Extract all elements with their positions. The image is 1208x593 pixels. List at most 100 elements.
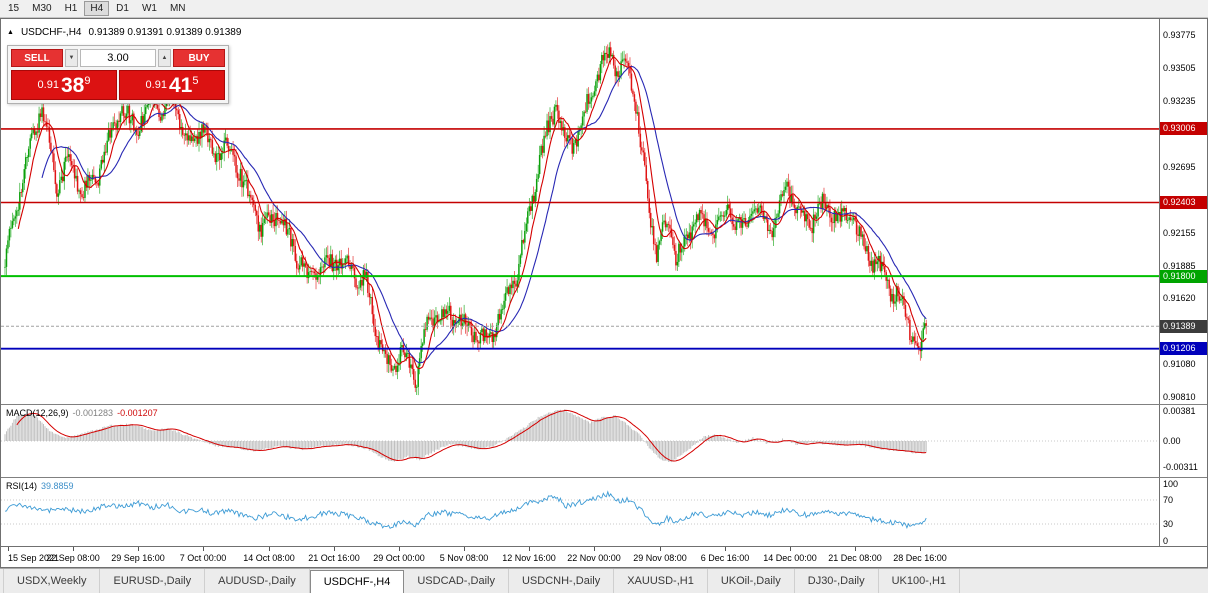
time-tick-mark bbox=[725, 547, 726, 551]
time-label: 15 Sep 2021 bbox=[8, 553, 60, 563]
chart-tab-audusd-daily[interactable]: AUDUSD-,Daily bbox=[205, 569, 310, 593]
rsi-value: 39.8859 bbox=[41, 481, 74, 491]
time-tick-mark bbox=[660, 547, 661, 551]
macd-tick: 0.00 bbox=[1163, 436, 1181, 446]
price-tick: 0.93505 bbox=[1163, 62, 1196, 73]
chart-symbol-label: USDCHF-,H4 bbox=[20, 27, 82, 38]
rsi-plot[interactable] bbox=[1, 478, 1159, 546]
chart-tab-usdcnh-daily[interactable]: USDCNH-,Daily bbox=[509, 569, 615, 593]
price-badge: 0.92403 bbox=[1160, 196, 1207, 209]
rsi-tick: 30 bbox=[1163, 519, 1174, 529]
rsi-axis[interactable]: 100 70 30 0 bbox=[1159, 478, 1207, 546]
price-tick: 0.91620 bbox=[1163, 293, 1196, 304]
volume-down-button[interactable]: ▼ bbox=[65, 49, 78, 67]
price-axis[interactable]: 0.93775 0.93505 0.93235 0.92695 0.92155 0.918… bbox=[1159, 19, 1207, 404]
sell-price-display[interactable]: 0.91 38 9 bbox=[11, 70, 117, 100]
time-tick-mark bbox=[529, 547, 530, 551]
time-label: 5 Nov 08:00 bbox=[439, 553, 489, 563]
timeframe-button-mn[interactable]: MN bbox=[169, 3, 186, 14]
chart-tab-usdcad-daily[interactable]: USDCAD-,Daily bbox=[404, 569, 509, 593]
chart-ohlc-values: 0.91389 0.91391 0.91389 0.91389 bbox=[88, 27, 242, 38]
timeframe-button-d1[interactable]: D1 bbox=[116, 3, 129, 14]
time-label: 29 Sep 16:00 bbox=[111, 553, 165, 563]
collapse-triangle-icon[interactable]: ▲ bbox=[7, 29, 14, 36]
chart-tab-ukoil-daily[interactable]: UKOil-,Daily bbox=[708, 569, 795, 593]
rsi-name: RSI(14) bbox=[6, 481, 38, 491]
time-label: 28 Dec 16:00 bbox=[893, 553, 947, 563]
time-label: 29 Nov 08:00 bbox=[633, 553, 687, 563]
time-tick-mark bbox=[138, 547, 139, 551]
time-label: 14 Dec 00:00 bbox=[763, 553, 817, 563]
price-tick: 0.93775 bbox=[1163, 30, 1196, 40]
timeframe-button-h4[interactable]: H4 bbox=[84, 1, 110, 16]
chart-tab-usdchf-h4[interactable]: USDCHF-,H4 bbox=[309, 570, 405, 593]
sell-price-main: 0.91 bbox=[37, 79, 59, 91]
trade-controls-row: SELL ▼ ▲ BUY bbox=[11, 49, 225, 67]
macd-label: MACD(12,26,9) -0.001283 -0.001207 bbox=[6, 408, 158, 418]
volume-up-button[interactable]: ▲ bbox=[158, 49, 171, 67]
timeframe-button-w1[interactable]: W1 bbox=[141, 3, 157, 14]
chart-title: ▲ USDCHF-,H4 0.91389 0.91391 0.91389 0.9… bbox=[7, 27, 241, 38]
sell-price-sup: 9 bbox=[84, 75, 91, 87]
rsi-label: RSI(14) 39.8859 bbox=[6, 481, 74, 491]
macd-main-value: -0.001283 bbox=[72, 408, 114, 418]
rsi-pane: 100 70 30 0 RSI(14) 39.8859 bbox=[1, 477, 1207, 546]
buy-button[interactable]: BUY bbox=[173, 49, 225, 67]
rsi-tick: 0 bbox=[1163, 536, 1169, 546]
chart-tab-dj30-daily[interactable]: DJ30-,Daily bbox=[795, 569, 879, 593]
time-tick-mark bbox=[399, 547, 400, 551]
macd-pane: 0.00381 0.00 -0.00311 MACD(12,26,9) -0.0012… bbox=[1, 404, 1207, 477]
time-tick-mark bbox=[8, 547, 9, 551]
chart-tab-eurusd-daily[interactable]: EURUSD-,Daily bbox=[100, 569, 206, 593]
time-tick-mark bbox=[203, 547, 204, 551]
macd-signal-value: -0.001207 bbox=[117, 408, 158, 418]
time-label: 22 Sep 08:00 bbox=[46, 553, 100, 563]
chart-frame: 0.93775 0.93505 0.93235 0.92695 0.92155 0.918… bbox=[0, 18, 1208, 568]
rsi-tick: 100 bbox=[1163, 479, 1179, 489]
macd-tick: -0.00311 bbox=[1163, 462, 1198, 473]
price-tick: 0.90810 bbox=[1163, 392, 1196, 403]
timeframe-button-15[interactable]: 15 bbox=[8, 3, 20, 14]
time-label: 21 Oct 16:00 bbox=[308, 553, 360, 563]
time-tick-mark bbox=[269, 547, 270, 551]
price-tick: 0.92155 bbox=[1163, 227, 1196, 238]
time-label: 22 Nov 00:00 bbox=[567, 553, 621, 563]
chart-tabbar: USDX,Weekly EURUSD-,Daily AUDUSD-,Daily USD… bbox=[0, 568, 1208, 593]
price-badge: 0.93006 bbox=[1160, 122, 1207, 135]
buy-price-sup: 5 bbox=[192, 75, 199, 87]
timeframe-button-m30[interactable]: M30 bbox=[32, 3, 52, 14]
time-tick-mark bbox=[855, 547, 856, 551]
time-tick-mark bbox=[594, 547, 595, 551]
price-badge: 0.91389 bbox=[1160, 320, 1207, 333]
candlestick-chart[interactable] bbox=[1, 19, 1159, 404]
price-badge: 0.91206 bbox=[1160, 342, 1207, 355]
macd-plot[interactable] bbox=[1, 405, 1159, 477]
time-tick-mark bbox=[73, 547, 74, 551]
time-label: 7 Oct 00:00 bbox=[179, 553, 227, 563]
chart-tab-uk100-h1[interactable]: UK100-,H1 bbox=[879, 569, 961, 593]
time-label: 29 Oct 00:00 bbox=[373, 553, 425, 563]
time-tick-mark bbox=[790, 547, 791, 551]
macd-axis[interactable]: 0.00381 0.00 -0.00311 bbox=[1159, 405, 1207, 477]
price-pane: 0.93775 0.93505 0.93235 0.92695 0.92155 0.918… bbox=[1, 19, 1207, 404]
timeframe-button-h1[interactable]: H1 bbox=[64, 3, 78, 14]
buy-price-pips: 41 bbox=[168, 73, 193, 97]
time-axis[interactable]: 15 Sep 2021 22 Sep 08:00 29 Sep 16:00 7 Oct… bbox=[1, 546, 1207, 567]
buy-price-main: 0.91 bbox=[145, 79, 167, 91]
sell-button[interactable]: SELL bbox=[11, 49, 63, 67]
trade-prices-row: 0.91 38 9 0.91 41 5 bbox=[11, 70, 225, 100]
time-label: 12 Nov 16:00 bbox=[502, 553, 556, 563]
chart-tab-usdx-weekly[interactable]: USDX,Weekly bbox=[3, 569, 101, 593]
time-label: 14 Oct 08:00 bbox=[243, 553, 295, 563]
volume-input[interactable] bbox=[80, 49, 156, 67]
price-tick: 0.92695 bbox=[1163, 161, 1196, 172]
rsi-tick: 70 bbox=[1163, 495, 1174, 505]
chart-tab-xauusd-h1[interactable]: XAUUSD-,H1 bbox=[614, 569, 708, 593]
buy-price-display[interactable]: 0.91 41 5 bbox=[119, 70, 225, 100]
time-tick-mark bbox=[464, 547, 465, 551]
price-badge: 0.91800 bbox=[1160, 270, 1207, 283]
macd-tick: 0.00381 bbox=[1163, 406, 1196, 416]
timeframe-toolbar: 15 M30 H1 H4 D1 W1 MN bbox=[0, 0, 1208, 18]
